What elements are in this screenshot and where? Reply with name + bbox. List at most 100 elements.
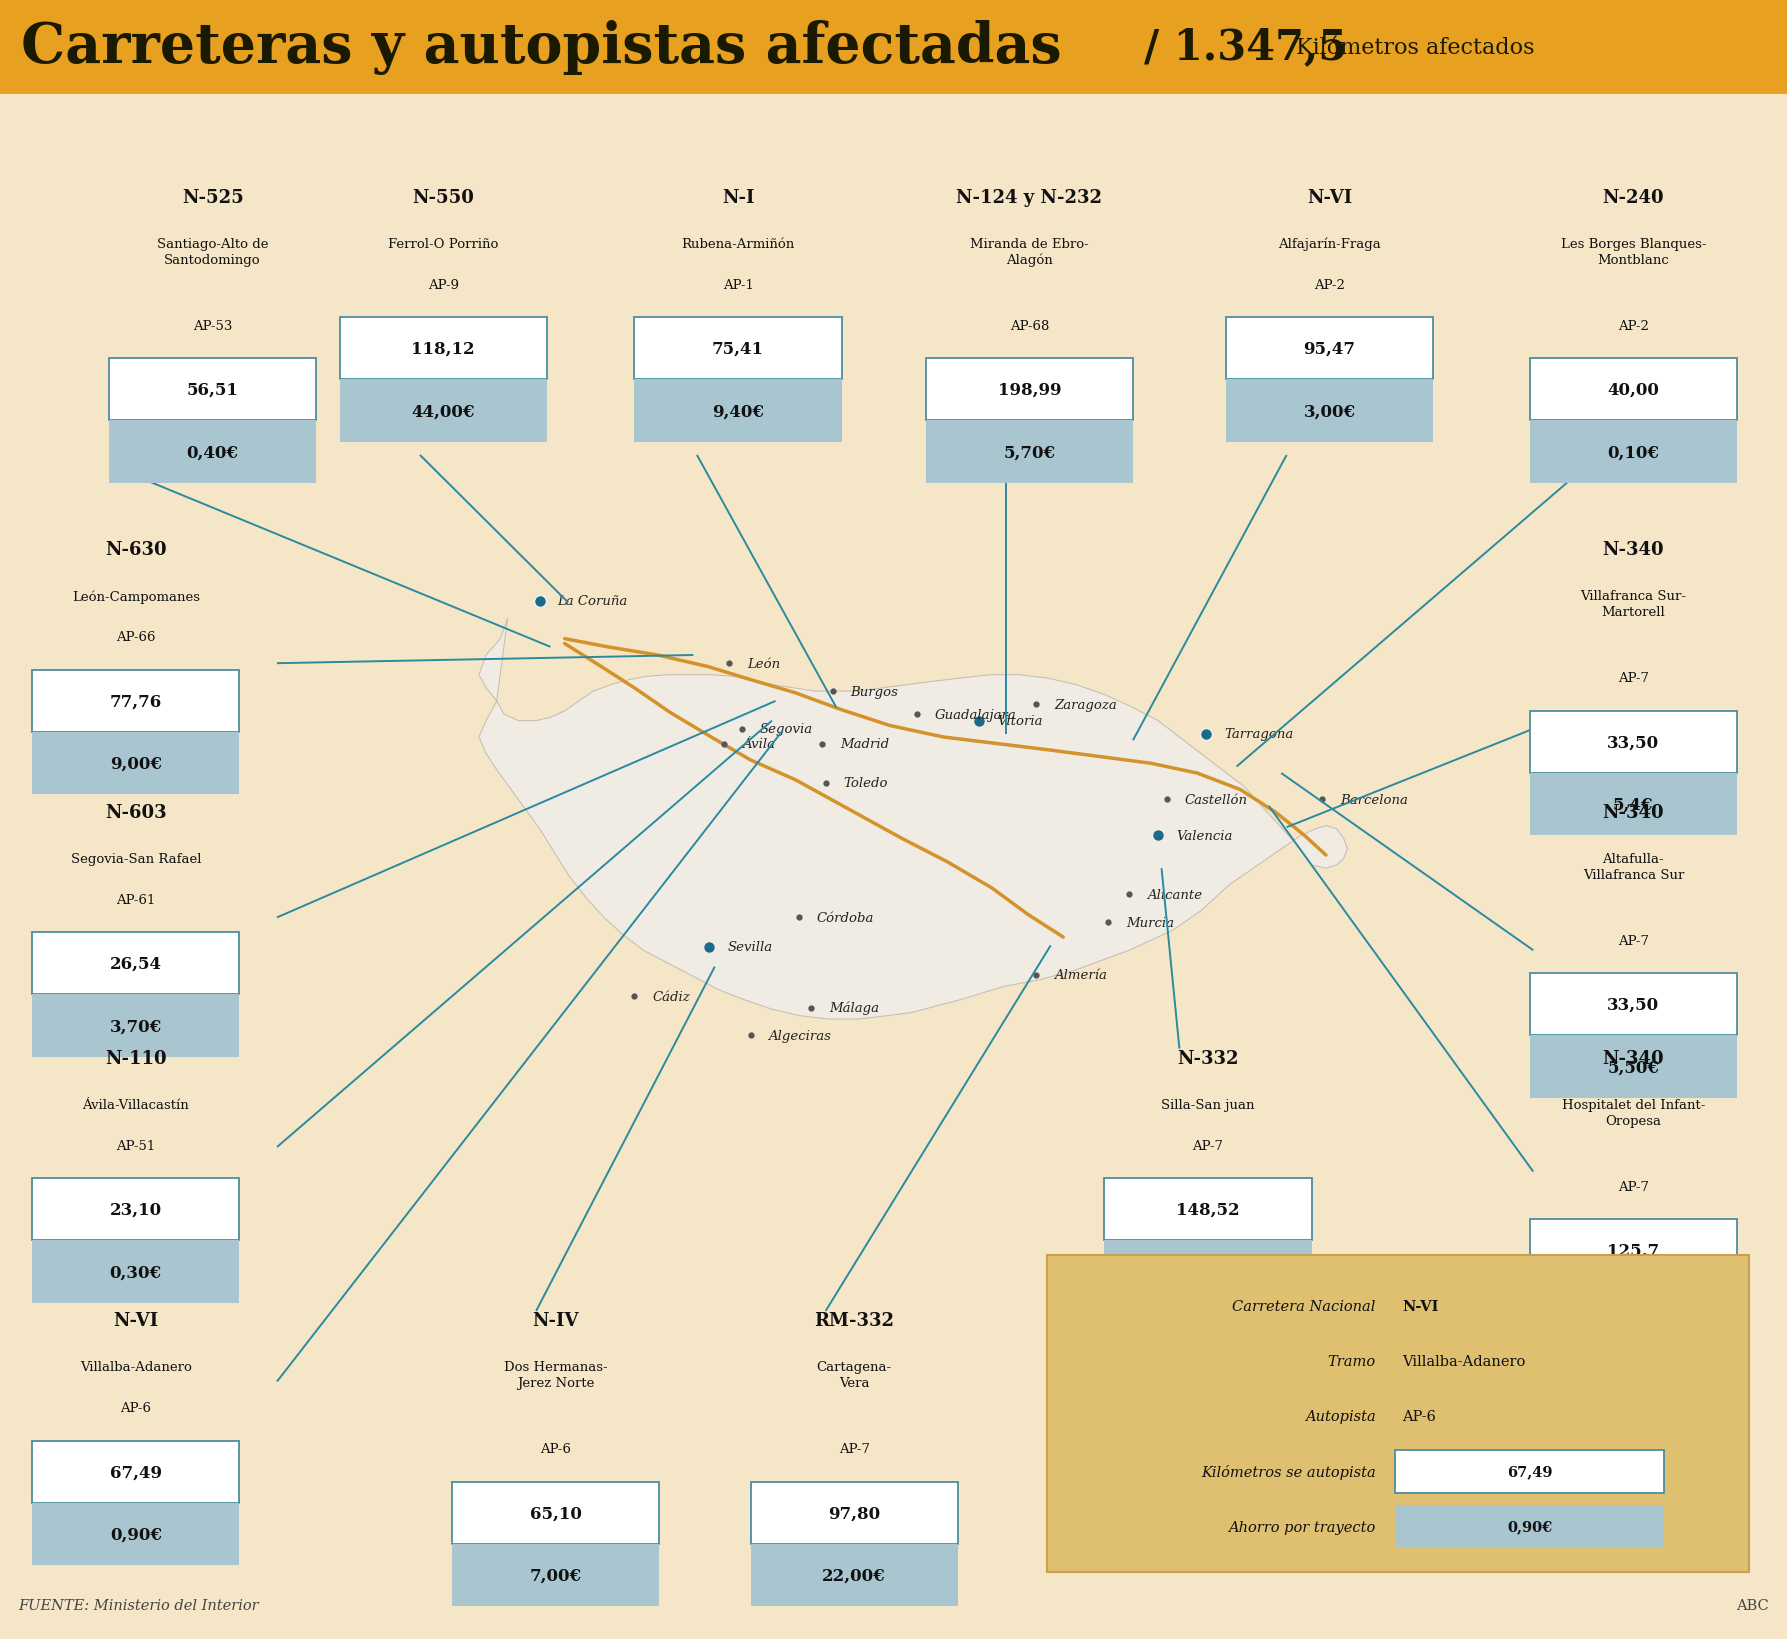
FancyBboxPatch shape bbox=[32, 670, 239, 733]
Text: Madrid: Madrid bbox=[840, 738, 888, 751]
Text: N-VI: N-VI bbox=[1306, 188, 1353, 207]
Text: N-124 y N-232: N-124 y N-232 bbox=[956, 188, 1103, 207]
Text: 0,30€: 0,30€ bbox=[109, 1264, 163, 1280]
Text: La Coruña: La Coruña bbox=[558, 595, 627, 608]
Text: Segovia: Segovia bbox=[759, 723, 813, 736]
FancyBboxPatch shape bbox=[32, 933, 239, 995]
Text: Ferrol-O Porriño: Ferrol-O Porriño bbox=[388, 238, 499, 251]
FancyBboxPatch shape bbox=[1226, 318, 1433, 380]
Text: Burgos: Burgos bbox=[851, 685, 899, 698]
Text: 0,90€: 0,90€ bbox=[109, 1526, 163, 1542]
FancyBboxPatch shape bbox=[1530, 1036, 1737, 1098]
Text: 19,00€: 19,00€ bbox=[1176, 1264, 1240, 1280]
Text: Barcelona: Barcelona bbox=[1340, 793, 1408, 806]
Text: Cartagena-
Vera: Cartagena- Vera bbox=[817, 1360, 892, 1390]
Text: N-340: N-340 bbox=[1603, 541, 1664, 559]
FancyBboxPatch shape bbox=[32, 1178, 239, 1241]
Text: 67,49: 67,49 bbox=[1506, 1465, 1553, 1478]
FancyBboxPatch shape bbox=[1047, 1255, 1749, 1572]
Text: 125,7: 125,7 bbox=[1607, 1242, 1660, 1259]
FancyBboxPatch shape bbox=[1530, 1219, 1737, 1282]
Text: RM-332: RM-332 bbox=[815, 1311, 894, 1329]
Text: 33,50: 33,50 bbox=[1607, 997, 1660, 1013]
FancyBboxPatch shape bbox=[452, 1544, 659, 1606]
Text: AP-7: AP-7 bbox=[838, 1442, 870, 1455]
Text: Alicante: Alicante bbox=[1147, 888, 1203, 901]
Text: Almería: Almería bbox=[1054, 969, 1108, 982]
FancyBboxPatch shape bbox=[1530, 421, 1737, 484]
Text: Castellón: Castellón bbox=[1185, 793, 1247, 806]
FancyBboxPatch shape bbox=[926, 359, 1133, 421]
FancyBboxPatch shape bbox=[751, 1544, 958, 1606]
Text: AP-7: AP-7 bbox=[1617, 934, 1649, 947]
Text: N-IV: N-IV bbox=[533, 1311, 579, 1329]
Text: AP-6: AP-6 bbox=[120, 1401, 152, 1414]
FancyBboxPatch shape bbox=[109, 421, 316, 484]
Text: Toledo: Toledo bbox=[843, 777, 888, 790]
Text: 77,76: 77,76 bbox=[109, 693, 163, 710]
Polygon shape bbox=[479, 620, 1347, 1019]
FancyBboxPatch shape bbox=[452, 1482, 659, 1544]
Text: Kilómetros afectados: Kilómetros afectados bbox=[1296, 36, 1533, 59]
Text: 5,70€: 5,70€ bbox=[1003, 444, 1056, 461]
Text: Málaga: Málaga bbox=[829, 1001, 879, 1015]
FancyBboxPatch shape bbox=[1226, 380, 1433, 443]
Text: 9,40€: 9,40€ bbox=[711, 403, 765, 420]
Text: Ahorro por trayecto: Ahorro por trayecto bbox=[1228, 1519, 1376, 1534]
Text: AP-7: AP-7 bbox=[1617, 672, 1649, 685]
Text: 148,52: 148,52 bbox=[1176, 1201, 1240, 1218]
Text: 26,54: 26,54 bbox=[109, 956, 163, 972]
FancyBboxPatch shape bbox=[0, 0, 1787, 95]
Text: Tarragona: Tarragona bbox=[1224, 728, 1294, 741]
Text: 95,47: 95,47 bbox=[1303, 341, 1356, 357]
Text: 0,10€: 0,10€ bbox=[1607, 444, 1660, 461]
Text: Alfajarín-Fraga: Alfajarín-Fraga bbox=[1278, 238, 1381, 251]
Text: 0,90€: 0,90€ bbox=[1506, 1519, 1553, 1534]
Text: Zaragoza: Zaragoza bbox=[1054, 698, 1117, 711]
Text: N-340: N-340 bbox=[1603, 1049, 1664, 1067]
FancyBboxPatch shape bbox=[1530, 359, 1737, 421]
Text: 0,40€: 0,40€ bbox=[186, 444, 239, 461]
Text: 22,00€: 22,00€ bbox=[822, 1567, 886, 1583]
Text: / 1.347,5: / 1.347,5 bbox=[1144, 26, 1347, 69]
Text: Vitoria: Vitoria bbox=[997, 715, 1042, 728]
Text: 65,10: 65,10 bbox=[529, 1505, 583, 1521]
FancyBboxPatch shape bbox=[1104, 1241, 1312, 1303]
FancyBboxPatch shape bbox=[1530, 774, 1737, 836]
Text: N-110: N-110 bbox=[105, 1049, 166, 1067]
Text: AP-1: AP-1 bbox=[722, 279, 754, 292]
Text: 67,49: 67,49 bbox=[109, 1464, 163, 1480]
Text: AP-6: AP-6 bbox=[1403, 1410, 1437, 1423]
Text: N-603: N-603 bbox=[105, 803, 166, 821]
FancyBboxPatch shape bbox=[1530, 711, 1737, 774]
Text: Sevilla: Sevilla bbox=[727, 941, 772, 954]
Text: AP-61: AP-61 bbox=[116, 893, 155, 906]
Text: Carreteras y autopistas afectadas: Carreteras y autopistas afectadas bbox=[21, 20, 1061, 75]
Text: Córdoba: Córdoba bbox=[817, 911, 874, 924]
FancyBboxPatch shape bbox=[1104, 1178, 1312, 1241]
FancyBboxPatch shape bbox=[32, 1441, 239, 1503]
FancyBboxPatch shape bbox=[32, 733, 239, 795]
Text: Les Borges Blanques-
Montblanc: Les Borges Blanques- Montblanc bbox=[1560, 238, 1707, 267]
Text: 12,00€: 12,00€ bbox=[1601, 1305, 1665, 1321]
Text: Hospitalet del Infant-
Oropesa: Hospitalet del Infant- Oropesa bbox=[1562, 1098, 1705, 1128]
Text: 3,70€: 3,70€ bbox=[109, 1018, 163, 1034]
Text: Cádiz: Cádiz bbox=[652, 990, 690, 1003]
Text: León: León bbox=[747, 657, 781, 670]
Text: N-I: N-I bbox=[722, 188, 754, 207]
Text: Guadalajara: Guadalajara bbox=[935, 708, 1017, 721]
FancyBboxPatch shape bbox=[32, 1241, 239, 1303]
Text: 198,99: 198,99 bbox=[997, 382, 1061, 398]
Text: Ávila: Ávila bbox=[742, 738, 774, 751]
FancyBboxPatch shape bbox=[634, 318, 842, 380]
Text: AP-7: AP-7 bbox=[1617, 1180, 1649, 1193]
Text: AP-9: AP-9 bbox=[427, 279, 459, 292]
FancyBboxPatch shape bbox=[340, 380, 547, 443]
Text: 75,41: 75,41 bbox=[711, 341, 765, 357]
Text: 7,00€: 7,00€ bbox=[529, 1567, 583, 1583]
Text: Villafranca Sur-
Martorell: Villafranca Sur- Martorell bbox=[1580, 590, 1687, 620]
Text: N-340: N-340 bbox=[1603, 803, 1664, 821]
FancyBboxPatch shape bbox=[1530, 974, 1737, 1036]
FancyBboxPatch shape bbox=[1396, 1451, 1664, 1493]
Text: N-240: N-240 bbox=[1603, 188, 1664, 207]
